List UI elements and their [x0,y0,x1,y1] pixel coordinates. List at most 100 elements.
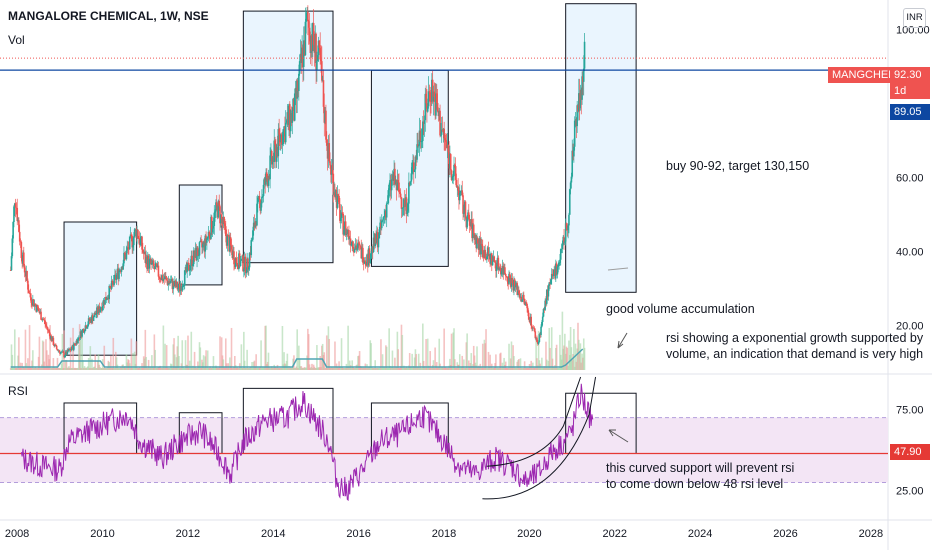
candle-body [120,266,123,272]
volume-bar [380,339,382,370]
volume-note: good volume accumulation [606,302,755,316]
volume-bar [426,338,429,370]
candle-body [123,252,126,255]
volume-bar [53,367,55,370]
candle-body [119,270,122,272]
candle-body [133,229,136,237]
candle-body [236,262,239,267]
volume-bar [229,357,231,370]
candle-body [527,312,530,320]
volume-bar [140,367,143,370]
volume-bar [418,367,421,370]
candle-body [23,252,25,266]
candle-body [160,279,162,281]
candle-body [247,267,250,270]
candle-body [383,216,386,218]
volume-bar [88,367,91,370]
candle-body [116,268,119,275]
candle-body [356,247,358,250]
volume-bar [85,367,88,370]
candle-body [461,190,464,196]
time-tick-label: 2012 [176,528,200,540]
volume-bar [57,367,60,370]
volume-bar [27,358,29,370]
rsi-series [20,383,594,502]
volume-bar [476,346,478,370]
candle-body [403,199,405,208]
volume-bar [582,357,584,370]
volume-bar [514,367,517,370]
candle-body [14,203,17,208]
candle-body [245,272,248,274]
volume-bar [367,367,370,370]
candle-body [277,128,280,157]
candle-body [46,327,49,331]
candle-body [333,191,335,195]
candle-body [523,298,526,305]
volume-bar [531,367,533,370]
volume-bar [245,367,248,370]
volume-bar [351,360,354,370]
candle-body [47,330,50,331]
volume-bar [518,368,521,370]
candle-body [192,264,194,266]
volume-bar [80,367,83,370]
volume-bar [509,367,511,370]
volume-bar [444,366,446,370]
candle-body [388,188,390,191]
candle-body [38,311,41,314]
candle-body [365,261,367,266]
candle-body [487,247,490,256]
volume-bar [90,367,92,370]
candle-body [344,221,347,236]
volume-bar [86,367,88,370]
volume-bar [306,355,308,370]
volume-bar [543,366,546,370]
time-tick-label: 2028 [859,528,883,540]
volume-bar [91,367,94,370]
candle-body [22,252,24,264]
volume-bar [359,366,362,370]
volume-bar [157,366,160,370]
volume-bar [156,367,158,370]
candle-body [209,235,211,239]
volume-bar [215,365,217,370]
time-tick-label: 2022 [603,528,627,540]
candle-body [578,93,581,109]
candle-body [315,33,317,70]
candle-body [73,343,75,350]
price-tick-label: 60.00 [896,173,924,185]
volume-bar [517,360,519,370]
candle-body [342,213,344,235]
volume-bar [523,367,525,370]
curved-support-lower [482,376,597,500]
candle-body [174,280,177,287]
volume-bar [370,343,372,370]
candle-body [406,210,409,215]
candle-body [50,335,53,342]
volume-bar [36,368,38,370]
candle-body [95,314,97,315]
volume-bar [142,356,145,370]
candle-body [538,334,541,342]
candle-body [557,264,560,267]
volume-bar [214,366,216,370]
volume-bar [123,366,126,370]
candle-body [568,214,570,226]
volume-bar [182,366,184,370]
candle-body [469,225,472,227]
candle-body [344,221,346,230]
candle-body [257,195,260,198]
volume-bar [32,350,34,370]
currency-button[interactable]: INR [903,8,926,28]
volume-bar [165,367,167,370]
volume-bar [14,367,17,370]
candle-body [486,247,489,257]
volume-bar [123,366,125,370]
volume-bar [357,356,359,370]
volume-bar [78,345,80,370]
volume-bar [442,367,445,370]
volume-bar [277,367,280,370]
candle-body [502,265,505,275]
